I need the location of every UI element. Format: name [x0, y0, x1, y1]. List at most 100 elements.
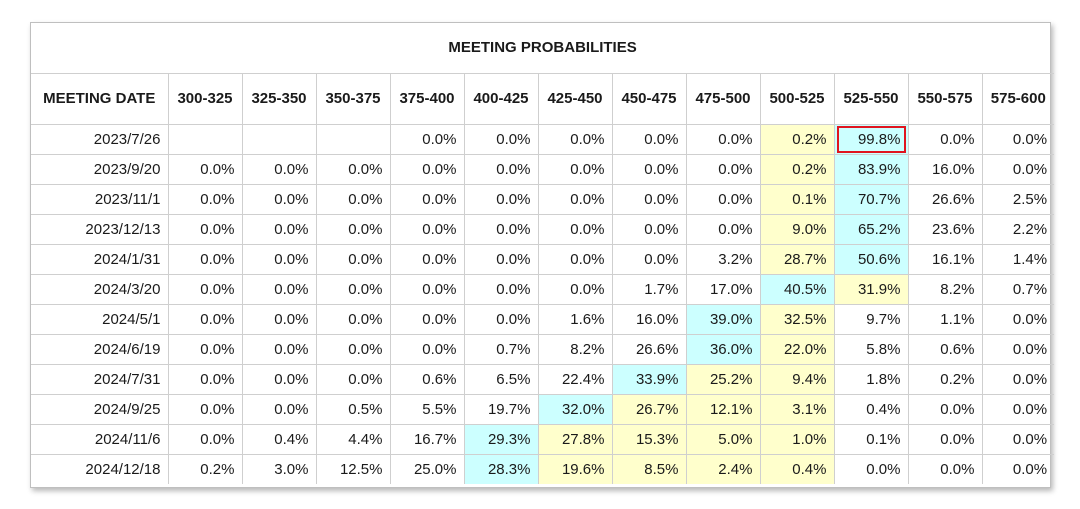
- probability-cell: 0.0%: [389, 333, 465, 365]
- probability-cell: 0.0%: [315, 303, 391, 335]
- probability-cell: 0.0%: [389, 303, 465, 335]
- probability-cell: 0.0%: [241, 153, 317, 185]
- probability-cell: 0.0%: [981, 453, 1055, 484]
- probability-cell: 23.6%: [907, 213, 983, 245]
- probability-cell: 0.1%: [759, 183, 835, 215]
- table-row: 2023/9/20 0.0% 0.0% 0.0% 0.0% 0.0% 0.0% 0.0% 0.0…: [31, 153, 1055, 185]
- meeting-date-cell: 2023/12/13: [31, 213, 169, 245]
- probability-cell: 0.1%: [833, 423, 909, 455]
- probability-cell: 0.0%: [907, 393, 983, 425]
- probability-cell: 0.0%: [685, 123, 761, 155]
- probability-cell: 0.0%: [241, 273, 317, 305]
- probability-cell: 0.6%: [389, 363, 465, 395]
- probability-cell: 5.0%: [685, 423, 761, 455]
- probability-cell: 0.0%: [167, 393, 243, 425]
- table-row: 2024/3/20 0.0% 0.0% 0.0% 0.0% 0.0% 0.0% 1.7% 17.…: [31, 273, 1055, 305]
- probability-cell: 0.0%: [389, 153, 465, 185]
- meeting-date-cell: 2024/7/31: [31, 363, 169, 395]
- probability-cell: 12.1%: [685, 393, 761, 425]
- probability-cell: 0.0%: [167, 423, 243, 455]
- table-body: 2023/7/26 0.0% 0.0% 0.0% 0.0% 0.0% 0.2% 99.8% 0.…: [31, 123, 1055, 484]
- probability-cell: 65.2%: [833, 213, 909, 245]
- probability-cell: 32.5%: [759, 303, 835, 335]
- probability-cell: 0.0%: [315, 273, 391, 305]
- probability-cell: 26.7%: [611, 393, 687, 425]
- probability-cell: 0.0%: [315, 243, 391, 275]
- probability-cell: 9.4%: [759, 363, 835, 395]
- probability-cell: 0.0%: [981, 123, 1055, 155]
- table-row: 2024/1/31 0.0% 0.0% 0.0% 0.0% 0.0% 0.0% 0.0% 3.2…: [31, 243, 1055, 275]
- probability-cell: 2.2%: [981, 213, 1055, 245]
- probability-cell: 9.0%: [759, 213, 835, 245]
- probability-cell: 1.6%: [537, 303, 613, 335]
- probability-cell: 0.0%: [833, 453, 909, 484]
- probability-cell: 0.0%: [167, 363, 243, 395]
- probability-cell: 8.2%: [537, 333, 613, 365]
- probability-cell: 0.0%: [537, 243, 613, 275]
- probability-cell: 25.2%: [685, 363, 761, 395]
- probability-cell: 9.7%: [833, 303, 909, 335]
- probability-cell: 0.0%: [981, 393, 1055, 425]
- probability-cell: 0.0%: [167, 273, 243, 305]
- probability-cell: 0.0%: [389, 183, 465, 215]
- probability-cell: 0.0%: [537, 273, 613, 305]
- probability-cell: 0.0%: [981, 303, 1055, 335]
- probability-cell: 19.7%: [463, 393, 539, 425]
- probability-cell: 29.3%: [463, 423, 539, 455]
- probability-cell: 1.1%: [907, 303, 983, 335]
- probability-cell: 0.0%: [463, 243, 539, 275]
- probability-cell: 0.5%: [315, 393, 391, 425]
- probability-cell: 0.0%: [315, 363, 391, 395]
- probability-cell: 28.7%: [759, 243, 835, 275]
- probability-cell: 0.0%: [241, 333, 317, 365]
- column-header-500-525: 500-525: [759, 72, 835, 125]
- table-row: 2023/12/13 0.0% 0.0% 0.0% 0.0% 0.0% 0.0% 0.0% 0.…: [31, 213, 1055, 245]
- probability-cell: 0.0%: [537, 183, 613, 215]
- table-row: 2023/11/1 0.0% 0.0% 0.0% 0.0% 0.0% 0.0% 0.0% 0.0…: [31, 183, 1055, 215]
- probability-cell: 3.2%: [685, 243, 761, 275]
- meeting-date-cell: 2023/9/20: [31, 153, 169, 185]
- probability-cell: 0.0%: [981, 333, 1055, 365]
- probability-cell: 0.0%: [167, 213, 243, 245]
- probability-cell: 0.0%: [241, 213, 317, 245]
- probability-cell: 22.0%: [759, 333, 835, 365]
- column-header-400-425: 400-425: [463, 72, 539, 125]
- probability-cell: 2.4%: [685, 453, 761, 484]
- probability-cell: 17.0%: [685, 273, 761, 305]
- probability-cell: 0.0%: [315, 333, 391, 365]
- probability-cell: 28.3%: [463, 453, 539, 484]
- probability-cell: 25.0%: [389, 453, 465, 484]
- probability-cell: 0.4%: [241, 423, 317, 455]
- probability-cell: 83.9%: [833, 153, 909, 185]
- highlighted-probability-cell: 99.8%: [833, 123, 909, 155]
- probability-cell: 0.0%: [685, 213, 761, 245]
- probability-cell: 33.9%: [611, 363, 687, 395]
- probability-cell: 0.0%: [167, 183, 243, 215]
- column-header-300-325: 300-325: [167, 72, 243, 125]
- probability-cell: 0.0%: [463, 213, 539, 245]
- probability-cell: [315, 123, 391, 155]
- probability-cell: 16.7%: [389, 423, 465, 455]
- probability-cell: 0.0%: [685, 153, 761, 185]
- table-row: 2024/11/6 0.0% 0.4% 4.4% 16.7% 29.3% 27.8% 15.3…: [31, 423, 1055, 455]
- probability-cell: 26.6%: [907, 183, 983, 215]
- column-header-450-475: 450-475: [611, 72, 687, 125]
- probability-cell: [241, 123, 317, 155]
- meeting-date-cell: 2024/5/1: [31, 303, 169, 335]
- probability-cell: 8.2%: [907, 273, 983, 305]
- probability-cell: 0.0%: [463, 123, 539, 155]
- column-header-550-575: 550-575: [907, 72, 983, 125]
- probability-cell: 0.0%: [611, 243, 687, 275]
- probability-cell: 0.0%: [463, 273, 539, 305]
- probability-cell: 0.0%: [241, 363, 317, 395]
- meeting-date-cell: 2023/7/26: [31, 123, 169, 155]
- probability-cell: 0.0%: [389, 243, 465, 275]
- probability-cell: 32.0%: [537, 393, 613, 425]
- column-header-475-500: 475-500: [685, 72, 761, 125]
- table-row: 2024/9/25 0.0% 0.0% 0.5% 5.5% 19.7% 32.0% 26.7%…: [31, 393, 1055, 425]
- probability-cell: 0.0%: [389, 273, 465, 305]
- probability-cell: 70.7%: [833, 183, 909, 215]
- meeting-date-cell: 2024/9/25: [31, 393, 169, 425]
- probability-cell: 0.4%: [759, 453, 835, 484]
- table-row: 2024/7/31 0.0% 0.0% 0.0% 0.6% 6.5% 22.4% 33.9% 2…: [31, 363, 1055, 395]
